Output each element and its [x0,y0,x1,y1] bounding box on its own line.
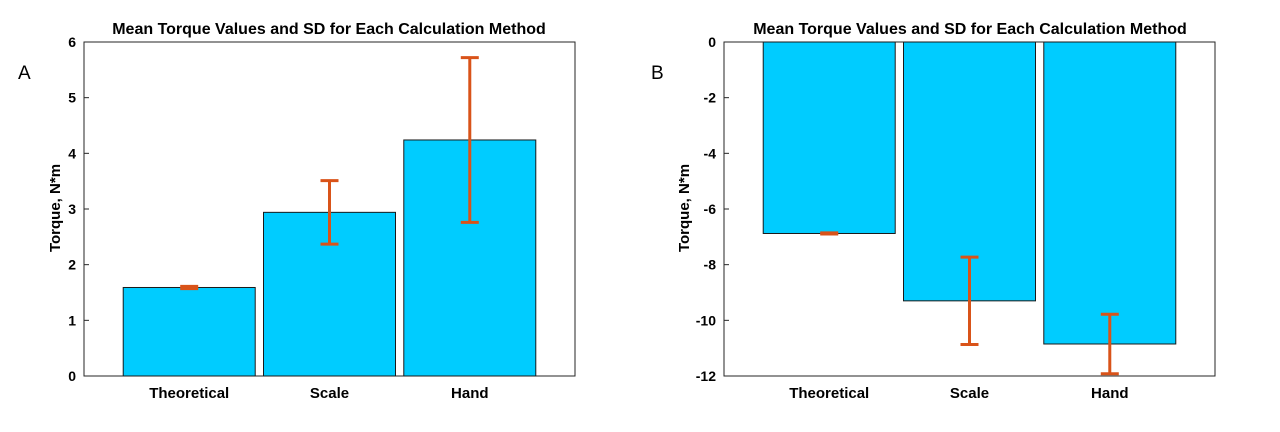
panel-a: A Mean Torque Values and SD for Each Cal… [18,21,576,402]
y-tick-label: 3 [68,201,76,217]
panel-label-b: B [651,63,664,84]
y-tick-label: 2 [68,257,76,273]
y-tick-label: -10 [696,312,716,328]
bars-b [762,41,1177,376]
y-ticks-b: 0 -2 -4 -6 -8 -10 -12 [696,34,729,384]
x-tick-label: Hand [1091,385,1129,402]
y-axis-label-a: Torque, N*m [47,164,64,252]
error-bar [960,255,979,347]
error-bar [180,284,199,291]
panel-b: B Mean Torque Values and SD for Each Cal… [651,21,1216,402]
y-tick-label: -8 [704,257,717,273]
y-tick-label: 5 [68,90,76,106]
chart-title-b: Mean Torque Values and SD for Each Calcu… [753,21,1187,38]
chart-title-a: Mean Torque Values and SD for Each Calcu… [112,21,546,38]
y-tick-label: -2 [704,90,717,106]
panel-label-a: A [18,63,31,84]
bar [1043,41,1177,345]
y-ticks-a: 0 1 2 3 4 5 6 [68,34,89,384]
bars-a [122,56,537,377]
y-tick-label: 1 [68,312,76,328]
y-tick-label: -6 [704,201,717,217]
y-axis-label-b: Torque, N*m [676,164,693,252]
bar [122,286,256,377]
plot-area-a: 0 1 2 3 4 5 6 Theoretical Scale Hand [68,34,576,402]
x-tick-label: Theoretical [789,385,869,402]
y-tick-label: 4 [68,145,76,161]
error-bar [320,179,339,246]
x-tick-labels-a: Theoretical Scale Hand [149,385,488,402]
error-bar [1100,312,1119,376]
y-tick-label: -12 [696,368,716,384]
x-tick-labels-b: Theoretical Scale Hand [789,385,1128,402]
bar [762,41,896,234]
y-tick-label: 0 [68,368,76,384]
x-tick-label: Scale [950,385,989,402]
error-bar [460,56,479,224]
error-bar [820,231,839,236]
x-tick-label: Hand [451,385,489,402]
y-tick-label: 0 [708,34,716,50]
x-tick-label: Theoretical [149,385,229,402]
y-tick-label: -4 [704,145,717,161]
plot-area-b: 0 -2 -4 -6 -8 -10 -12 Theoretical Scale … [696,34,1216,402]
x-tick-label: Scale [310,385,349,402]
y-tick-label: 6 [68,34,76,50]
